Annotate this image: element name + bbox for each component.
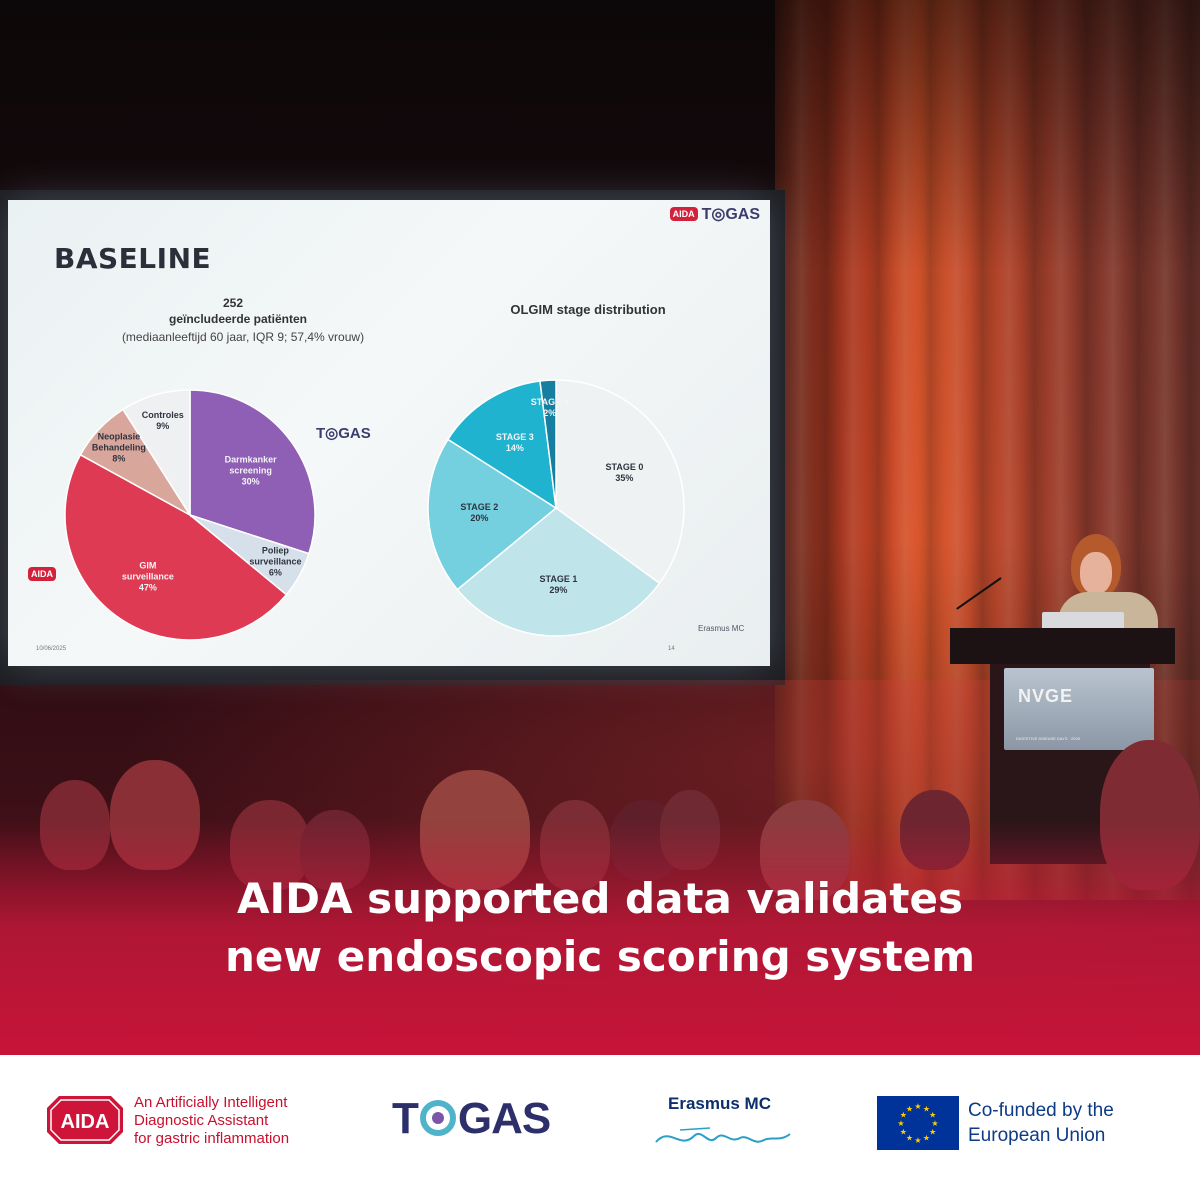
aida-tagline-line: for gastric inflammation [134,1130,290,1147]
pie-slice [427,438,558,591]
pie-slice-label: STAGE 2 20% [460,501,499,523]
pie-slice [555,379,685,585]
pie-slice-label: STAGE 1 29% [539,573,578,595]
togas-logo-t: T [392,1094,419,1143]
eu-star-icon: ★ [897,1119,904,1128]
pie-slice [64,453,288,641]
presentation-slide: BASELINE AIDA T◎GAS 252 geïncludeerde pa… [8,200,770,666]
patient-count-label: geïncludeerde patiënten [168,312,308,326]
eu-star-icon: ★ [931,1119,938,1128]
podium-sign [1004,668,1154,750]
speaker-face [1080,552,1112,594]
eu-star-icon: ★ [900,1128,907,1137]
aida-tagline-line: An Artificially Intelligent [134,1094,288,1111]
eu-flag-icon: ★ ★ ★ ★ ★ ★ ★ ★ ★ ★ ★ ★ [877,1096,959,1150]
pie-slice-label: GIM surveillance 47% [121,560,174,593]
slide-aida-logo: AIDA [669,207,698,221]
patient-demographics: (mediaanleeftijd 60 jaar, IQR 9; 57,4% v… [121,330,365,344]
podium-top [950,628,1175,664]
togas-logo: T GAS [392,1094,551,1144]
logo-footer [0,1055,1200,1200]
eu-star-icon: ★ [914,1136,921,1145]
pie-slice-label: STAGE 4 2% [530,397,569,419]
eu-cofunded-text: Co-funded by the European Union [968,1098,1114,1148]
pie-slice [456,507,661,637]
aida-logo: AIDA [47,1096,123,1144]
pie-slice-label: STAGE 3 14% [495,432,534,454]
slide-date: 10/06/2025 [36,646,67,652]
slide-page-number: 14 [668,646,675,652]
headline: AIDA supported data validates new endosc… [0,870,1200,986]
slide-top-logos: AIDA T◎GAS [669,204,760,224]
eu-stars: ★★★★★★★★★ ★ ★★ [897,1102,938,1145]
eu-star-icon: ★ [900,1111,907,1120]
slide-togas-side-logo: T◎GAS [316,425,371,442]
erasmus-mc-logo: Erasmus MC [668,1094,771,1113]
eu-star-icon: ★ [923,1104,930,1113]
slide-aida-side-label: AIDA [28,567,56,581]
podium-sign-text: NVGE [1018,686,1074,706]
togas-logo-gas: GAS [457,1094,551,1143]
stomach-icon [419,1100,456,1136]
pie-slice-label: Darmkanker screening 30% [224,454,277,487]
aida-tagline: An Artificially Intelligent Diagnostic A… [134,1094,289,1148]
conference-photo: BASELINE AIDA T◎GAS 252 geïncludeerde pa… [0,0,1200,1055]
aida-tagline-line: Diagnostic Assistant [134,1112,269,1129]
eu-text-line: Co-funded by the [968,1100,1114,1121]
aida-logo-text: AIDA [61,1111,110,1133]
pie-slice-label: Controles 9% [141,410,184,432]
eu-star-icon: ★ [923,1134,930,1143]
pie-slice-label: Neoplasie Behandeling 8% [91,431,146,464]
eu-star-icon: ★ [906,1104,913,1113]
slide-aida-side-logo: AIDA [28,562,56,581]
podium-sign-subtext: DIGESTIVE DISEASE DAYS · 2025 [1016,736,1080,741]
slide-togas-logo: T◎GAS [701,206,760,223]
red-gradient-overlay [0,820,1200,1055]
eu-star-icon: ★ [929,1111,936,1120]
pie-slice [446,380,557,510]
eu-star-icon: ★ [929,1128,936,1137]
headline-line-2: new endoscopic scoring system [225,932,975,981]
pie-slice-label: STAGE 0 35% [605,462,644,484]
pie-slice [189,389,316,555]
slide-title: BASELINE [54,242,212,275]
pie-slice [121,389,191,518]
slide-erasmus-logo: Erasmus MC [698,624,745,633]
headline-line-1: AIDA supported data validates [237,874,963,923]
patient-count: 252 [222,296,244,310]
pie-slice-label: Poliep surveillance 6% [249,545,302,578]
olgim-chart-title: OLGIM stage distribution [510,302,666,317]
pie-slice [539,379,557,509]
eu-star-icon: ★ [914,1102,921,1111]
eu-star-icon: ★ [906,1134,913,1143]
erasmus-signature-icon [655,1127,791,1143]
eu-text-line: European Union [968,1125,1106,1146]
slide-pie-charts [64,379,685,641]
